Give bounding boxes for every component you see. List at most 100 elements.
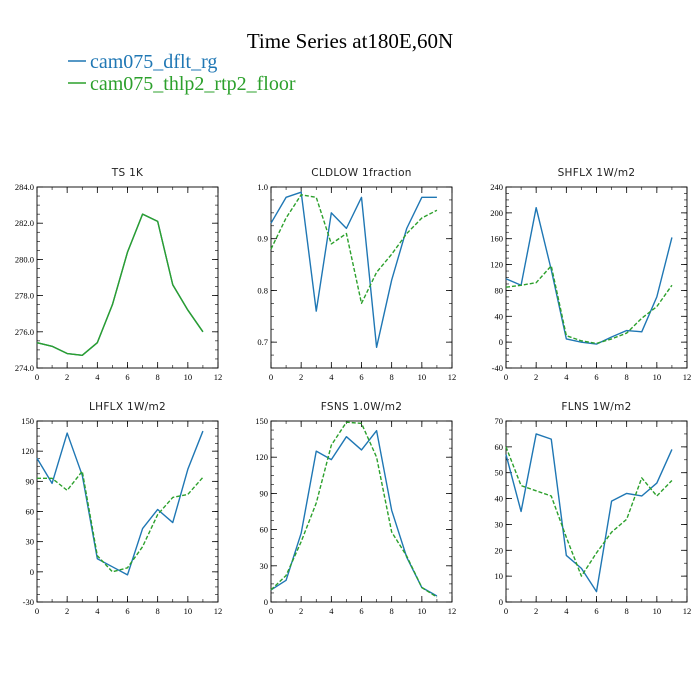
chart-panel-2: CLDLOW 1fraction 0 2 4 6 8 10 12 0.7 0.8 0.9 1.0 (257, 167, 456, 382)
x-tick-label: 0 (269, 372, 273, 382)
x-tick-label: 4 (564, 606, 569, 616)
x-tick-label: 6 (359, 372, 363, 382)
y-tick-label: 0 (499, 597, 503, 607)
panel-title-6: FLNS 1W/m2 (561, 401, 631, 413)
x-tick-label: 12 (683, 606, 692, 616)
x-tick-label: 6 (594, 606, 598, 616)
series-line-1 (505, 433, 673, 593)
y-tick-label: 284.0 (15, 182, 34, 192)
y-tick-label: 0 (30, 567, 34, 577)
y-tick-label: 120 (490, 260, 503, 270)
x-tick-label: 8 (156, 606, 160, 616)
x-tick-label: 4 (564, 372, 569, 382)
x-tick-label: 10 (184, 606, 193, 616)
x-tick-label: 8 (156, 372, 160, 382)
panel-title-2: CLDLOW 1fraction (311, 167, 412, 179)
x-tick-label: 10 (653, 606, 662, 616)
y-tick-label: 40 (495, 494, 504, 504)
y-tick-label: 274.0 (15, 363, 34, 373)
panel-title-3: SHFLX 1W/m2 (558, 167, 636, 179)
y-tick-label: 80 (495, 285, 504, 295)
x-tick-label: 4 (95, 606, 100, 616)
x-tick-label: 6 (125, 372, 129, 382)
y-tick-label: 150 (21, 416, 34, 426)
y-tick-label: 30 (260, 561, 269, 571)
y-tick-label: 10 (495, 571, 504, 581)
y-tick-label: 70 (495, 416, 504, 426)
y-tick-label: 276.0 (15, 327, 34, 337)
y-tick-label: 280.0 (15, 254, 34, 264)
y-tick-label: 30 (495, 519, 504, 529)
chart-panel-1: TS 1K 0 2 4 6 8 10 12 274.0 276.0 278.0 280.0 282.0 2… (15, 167, 222, 382)
y-tick-label: -30 (23, 597, 34, 607)
x-tick-label: 0 (35, 372, 39, 382)
y-tick-label: 20 (495, 545, 504, 555)
x-tick-label: 10 (418, 606, 427, 616)
y-tick-label: 90 (260, 488, 269, 498)
x-tick-label: 0 (504, 372, 508, 382)
x-tick-label: 8 (625, 606, 629, 616)
panel-title-4: LHFLX 1W/m2 (89, 401, 166, 413)
x-tick-label: 8 (625, 372, 629, 382)
y-tick-label: 0.9 (257, 234, 268, 244)
y-tick-label: 50 (495, 468, 504, 478)
x-tick-label: 12 (214, 606, 223, 616)
series-line-2 (505, 446, 673, 577)
x-tick-label: 6 (359, 606, 363, 616)
y-tick-label: 150 (255, 416, 268, 426)
figure-title: Time Series at180E,60N (247, 29, 453, 53)
x-tick-label: 8 (390, 606, 394, 616)
y-tick-label: 60 (26, 507, 35, 517)
x-tick-label: 2 (299, 606, 303, 616)
x-tick-label: 8 (390, 372, 394, 382)
y-tick-label: -40 (492, 363, 503, 373)
series-line-1 (270, 191, 437, 349)
y-tick-label: 0.7 (257, 337, 268, 347)
legend-entry-1: cam075_dflt_rg (68, 51, 217, 73)
x-tick-label: 6 (594, 372, 598, 382)
y-tick-label: 160 (490, 234, 503, 244)
x-tick-label: 12 (214, 372, 223, 382)
x-tick-label: 2 (65, 372, 69, 382)
panel-title-1: TS 1K (111, 167, 144, 179)
x-tick-label: 2 (534, 606, 538, 616)
x-tick-label: 6 (125, 606, 129, 616)
x-tick-label: 2 (299, 372, 303, 382)
y-tick-label: 60 (260, 525, 269, 535)
y-tick-label: 120 (21, 446, 34, 456)
x-tick-label: 10 (653, 372, 662, 382)
y-tick-label: 30 (26, 537, 35, 547)
legend-entry-2: cam075_thlp2_rtp2_floor (68, 73, 296, 95)
x-tick-label: 0 (504, 606, 508, 616)
y-tick-label: 240 (490, 182, 503, 192)
x-tick-label: 0 (269, 606, 273, 616)
y-tick-label: 40 (495, 311, 504, 321)
legend: cam075_dflt_rg cam075_thlp2_rtp2_floor (68, 51, 296, 95)
x-tick-label: 12 (683, 372, 692, 382)
x-tick-label: 4 (329, 606, 334, 616)
y-tick-label: 200 (490, 208, 503, 218)
x-tick-label: 0 (35, 606, 39, 616)
series-line-2 (36, 213, 204, 357)
x-tick-label: 4 (329, 372, 334, 382)
panels: TS 1K 0 2 4 6 8 10 12 274.0 276.0 278.0 280.0 282.0 2… (15, 167, 691, 616)
series-line-2 (270, 421, 438, 598)
y-tick-label: 282.0 (15, 218, 34, 228)
y-tick-label: 278.0 (15, 291, 34, 301)
x-tick-label: 2 (65, 606, 69, 616)
series-line-2 (37, 470, 204, 573)
series-line-1 (36, 430, 204, 576)
y-tick-label: 0 (499, 337, 503, 347)
x-tick-label: 10 (418, 372, 427, 382)
chart-panel-6: FLNS 1W/m2 0 2 4 6 8 10 12 0 10 20 30 40 50 60 70 (495, 401, 692, 616)
x-tick-label: 12 (448, 372, 457, 382)
series-line-1 (505, 206, 673, 345)
y-tick-label: 90 (26, 476, 35, 486)
y-tick-label: 60 (495, 442, 504, 452)
series-line-2 (505, 265, 673, 345)
